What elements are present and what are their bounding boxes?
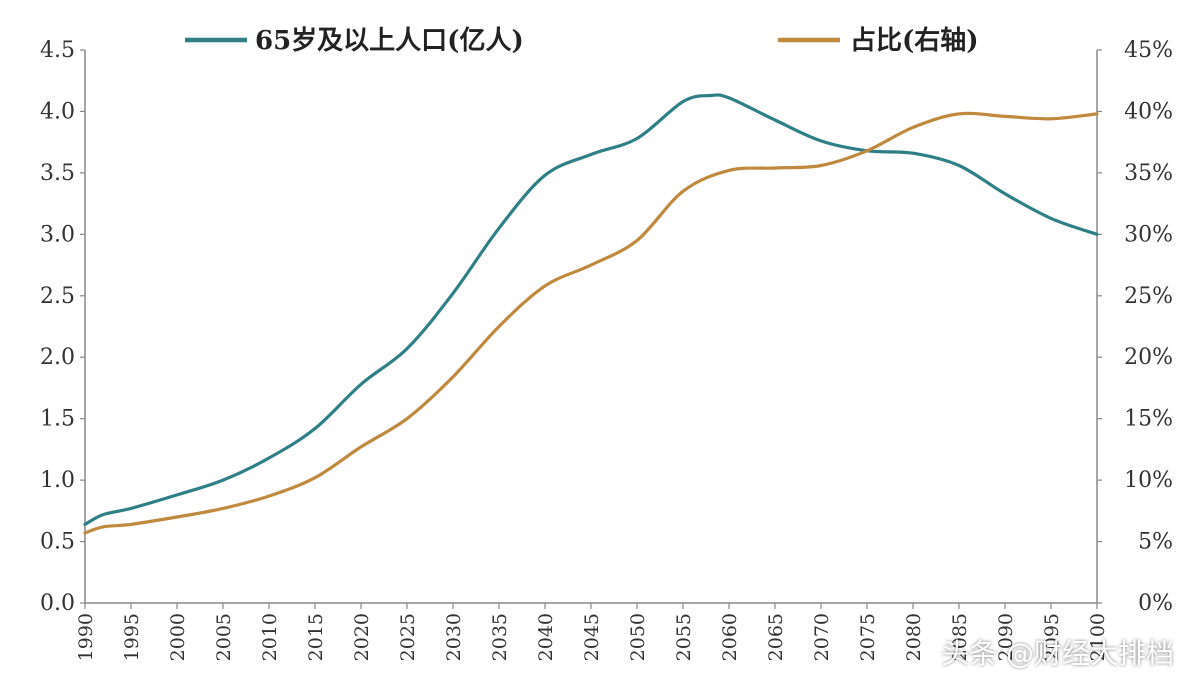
x-tick-label: 2060 [719, 613, 741, 661]
y2-tick-label: 5% [1138, 530, 1173, 555]
axes [84, 50, 1098, 604]
left-y-ticks: 0.0 0.5 1.0 1.5 2.0 2.5 3.0 3.5 4.0 4.5 [40, 38, 85, 616]
y-tick-label: 1.0 [40, 468, 75, 493]
x-tick-label: 2090 [995, 613, 1017, 661]
x-tick-label: 2025 [397, 613, 419, 661]
series-lines [83, 93, 1099, 535]
legend-label-share: 占比(右轴) [850, 26, 979, 56]
y-tick-label: 1.5 [40, 407, 75, 432]
x-tick-label: 2015 [305, 613, 327, 661]
x-tick-label: 2020 [351, 613, 373, 661]
watermark: 头条 @财经大排档 [941, 637, 1174, 670]
legend-label-population: 65岁及以上人口(亿人) [255, 25, 524, 56]
x-tick-label: 2000 [167, 613, 189, 661]
x-tick-label: 2070 [811, 613, 833, 661]
x-tick-label: 2055 [673, 613, 695, 661]
x-ticks: 1990 1995 2000 2005 2010 2015 2020 2025 2030 2035… [75, 603, 1109, 661]
x-tick-label: 2065 [765, 613, 787, 661]
y-tick-label: 3.0 [40, 222, 75, 247]
x-tick-label: 2005 [213, 613, 235, 661]
x-tick-label: 2095 [1041, 613, 1063, 661]
x-tick-label: 2075 [857, 613, 879, 661]
right-y-ticks: 0% 5% 10% 15% 20% 25% 30% 35% 40% 45% [1097, 38, 1173, 616]
x-tick-label: 1990 [75, 613, 97, 661]
y-tick-label: 2.5 [40, 284, 75, 309]
x-tick-label: 2100 [1087, 613, 1109, 661]
y2-tick-label: 0% [1138, 591, 1173, 616]
y2-tick-label: 45% [1124, 38, 1173, 63]
x-tick-label: 2030 [443, 613, 465, 661]
x-tick-label: 2080 [903, 613, 925, 661]
y2-tick-label: 10% [1124, 468, 1173, 493]
y-tick-label: 0.0 [40, 591, 75, 616]
series-line-population [83, 93, 1099, 526]
x-tick-label: 2010 [259, 613, 281, 661]
x-tick-label: 2085 [949, 613, 971, 661]
y-tick-label: 4.0 [40, 99, 75, 124]
x-tick-label: 2045 [581, 613, 603, 661]
y-tick-label: 0.5 [40, 530, 75, 555]
y2-tick-label: 40% [1124, 99, 1173, 124]
y-tick-label: 3.5 [40, 161, 75, 186]
x-tick-label: 2035 [489, 613, 511, 661]
series-line-share [83, 111, 1099, 535]
y2-tick-label: 30% [1124, 222, 1173, 247]
y-tick-label: 2.0 [40, 345, 75, 370]
y2-tick-label: 25% [1124, 284, 1173, 309]
y2-tick-label: 15% [1124, 407, 1173, 432]
y-tick-label: 4.5 [40, 38, 75, 63]
x-tick-label: 2050 [627, 613, 649, 661]
legend: 65岁及以上人口(亿人) 占比(右轴) [185, 25, 979, 56]
y2-tick-label: 35% [1124, 161, 1173, 186]
x-tick-label: 2040 [535, 613, 557, 661]
y2-tick-label: 20% [1124, 345, 1173, 370]
x-tick-label: 1995 [121, 613, 143, 661]
